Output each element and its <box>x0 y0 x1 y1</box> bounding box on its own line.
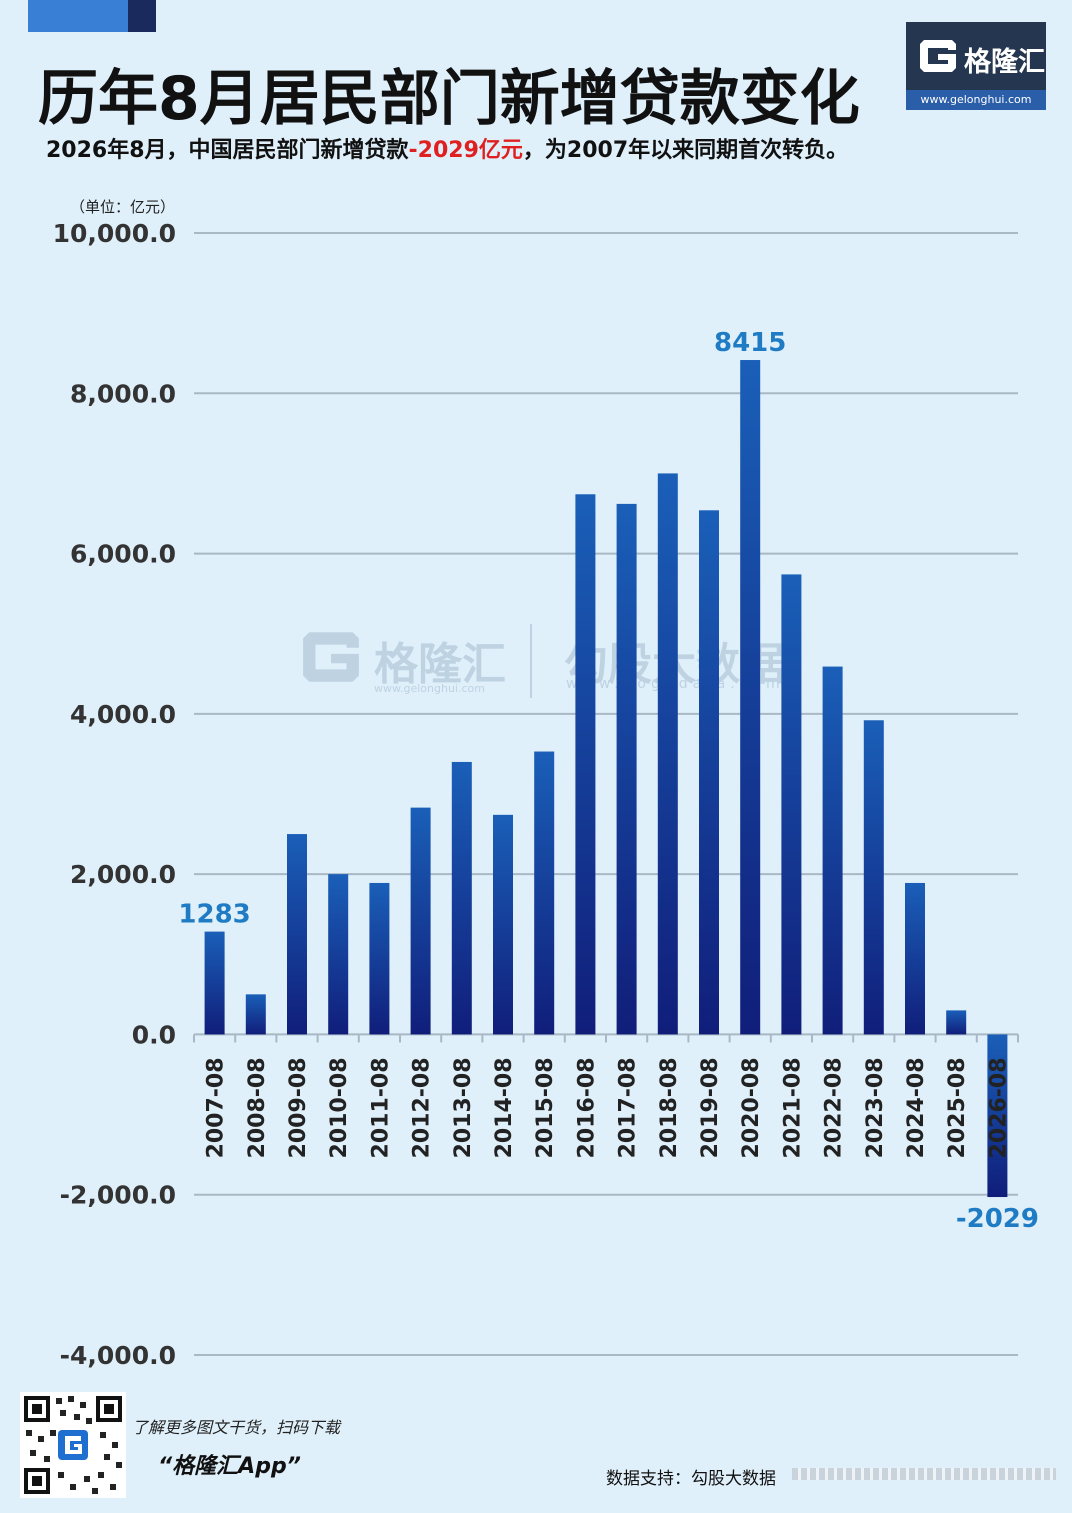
bar <box>946 1010 967 1035</box>
data-source: 数据支持：勾股大数据 <box>606 1469 776 1489</box>
brand-logo[interactable]: 格隆汇 www.gelonghui.com <box>906 22 1046 110</box>
bar-chart: 10,000.0 8,000.0 6,000.0 4,000.0 2,000.0 0.0 -… <box>53 219 1039 1370</box>
bar <box>410 807 431 1035</box>
subtitle-highlight: -2029亿元 <box>408 138 523 163</box>
x-tick-label: 2018-08 <box>657 1057 682 1158</box>
bar <box>863 720 884 1035</box>
barcode-strip <box>792 1468 1056 1480</box>
bar <box>534 751 555 1035</box>
x-tick-label: 2022-08 <box>822 1057 847 1158</box>
bar <box>493 814 513 1035</box>
y-tick-label: 10,000.0 <box>53 219 176 248</box>
y-tick-label: 8,000.0 <box>70 379 176 408</box>
bar <box>369 882 390 1035</box>
qr-code-icon <box>24 1396 122 1494</box>
bar <box>328 874 349 1035</box>
x-tick-label: 2014-08 <box>492 1057 517 1158</box>
data-label: 1283 <box>178 900 250 930</box>
x-tick-label: 2012-08 <box>410 1057 435 1158</box>
watermark-brand-url: www.gelonghui.com <box>374 682 485 695</box>
bar <box>699 510 719 1035</box>
x-tick-label: 2008-08 <box>245 1057 270 1158</box>
y-tick-label: 6,000.0 <box>70 540 176 569</box>
bar <box>657 473 678 1035</box>
x-tick-label: 2009-08 <box>286 1057 311 1158</box>
x-tick-label: 2013-08 <box>451 1057 476 1158</box>
y-axis-unit: （单位：亿元） <box>70 198 176 216</box>
bar <box>287 834 307 1035</box>
bar <box>451 761 472 1035</box>
x-tick-label: 2015-08 <box>533 1057 558 1158</box>
bar <box>740 360 761 1035</box>
watermark-divider <box>530 624 532 698</box>
bar <box>575 494 596 1035</box>
x-tick-label: 2019-08 <box>698 1057 723 1158</box>
logo-url: www.gelonghui.com <box>906 90 1046 110</box>
x-tick-label: 2020-08 <box>739 1057 764 1158</box>
x-tick-label: 2024-08 <box>904 1057 929 1158</box>
watermark-logo-icon <box>303 632 359 682</box>
bar <box>987 1034 1008 1198</box>
subtitle-text-end: ，为2007年以来同期首次转负。 <box>522 138 849 163</box>
logo-name: 格隆汇 <box>964 47 1045 78</box>
page-title: 历年8月居民部门新增贷款变化 <box>38 64 860 134</box>
y-tick-label: -4,000.0 <box>60 1341 176 1370</box>
x-tick-label: 2023-08 <box>863 1057 888 1158</box>
page-subtitle: 2026年8月，中国居民部门新增贷款-2029亿元，为2007年以来同期首次转负… <box>46 132 848 164</box>
bar <box>616 503 637 1035</box>
promo-text: 了解更多图文干货，扫码下载 <box>132 1418 341 1437</box>
promo-app-name: “格隆汇App” <box>158 1454 301 1479</box>
x-tick-label: 2007-08 <box>204 1057 229 1158</box>
top-accent-bar <box>28 0 128 32</box>
y-tick-label: 2,000.0 <box>70 860 176 889</box>
top-accent-block <box>128 0 156 32</box>
bar <box>905 882 925 1035</box>
watermark-brand: 格隆汇 <box>374 639 506 690</box>
x-tick-label: 2021-08 <box>780 1057 805 1158</box>
x-tick-label: 2011-08 <box>368 1057 393 1158</box>
x-tick-label: 2016-08 <box>574 1057 599 1158</box>
qr-code[interactable] <box>20 1392 126 1498</box>
bar <box>204 931 225 1035</box>
bar <box>822 666 843 1035</box>
data-label: 8415 <box>714 328 786 358</box>
bar <box>781 574 802 1035</box>
y-tick-label: 0.0 <box>132 1020 176 1049</box>
x-tick-label: 2010-08 <box>327 1057 352 1158</box>
gelonghui-logo-icon <box>920 40 956 72</box>
x-tick-label: 2026-08 <box>986 1057 1011 1158</box>
data-label: -2029 <box>956 1204 1039 1234</box>
subtitle-text: 2026年8月，中国居民部门新增贷款 <box>46 138 409 163</box>
x-tick-label: 2025-08 <box>945 1057 970 1158</box>
bar <box>245 994 266 1035</box>
y-tick-label: -2,000.0 <box>60 1181 176 1210</box>
y-tick-label: 4,000.0 <box>70 700 176 729</box>
x-tick-label: 2017-08 <box>616 1057 641 1158</box>
